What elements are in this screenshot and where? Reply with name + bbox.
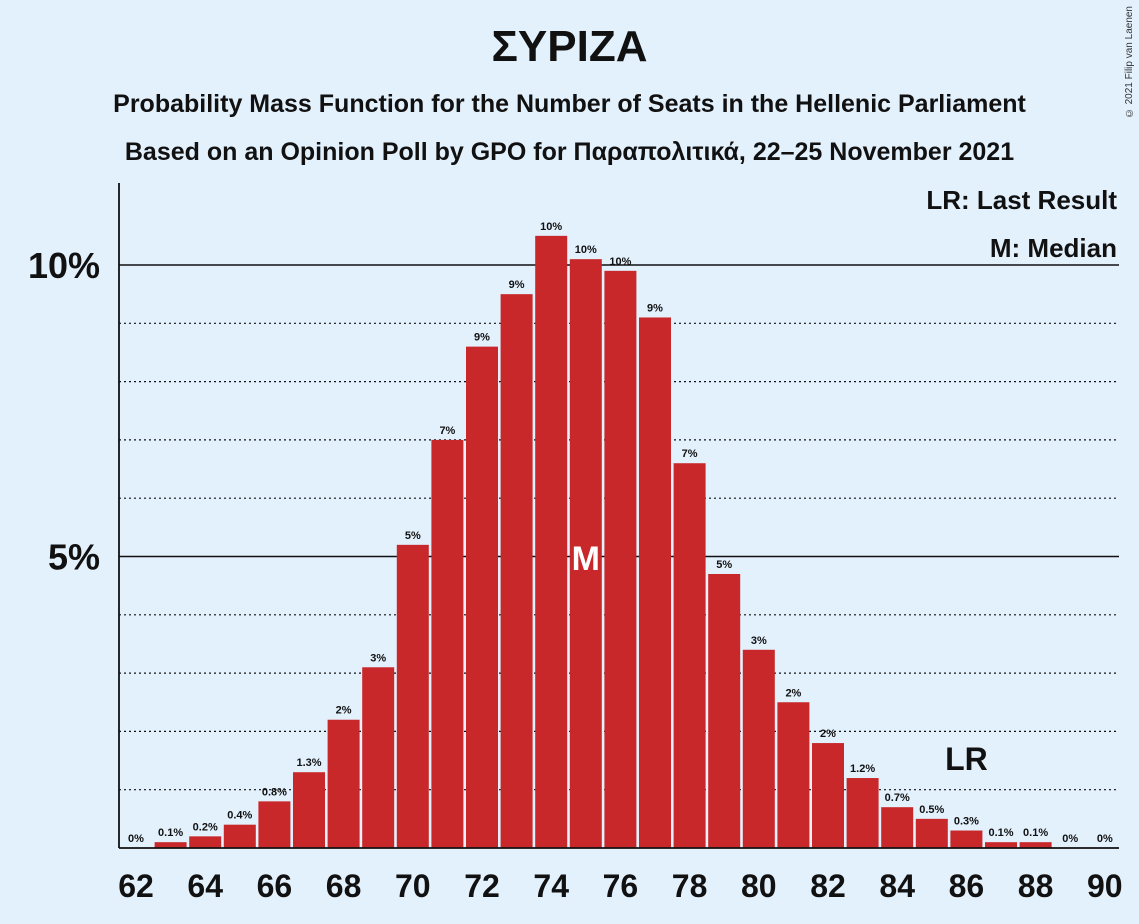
bar-value-label: 2% [336,705,352,717]
bar [950,830,983,848]
y-axis-tick-labels: 5% 10% [28,245,100,578]
bars [154,235,1052,849]
legend: LR: Last Result M: Median [926,185,1117,263]
bar-value-label: 0% [1062,833,1078,845]
bar-value-label: 10% [609,256,631,268]
x-tick-label: 90 [1087,868,1123,904]
bar [812,743,844,848]
x-tick-label: 62 [118,868,154,904]
last-result-marker: LR [945,741,988,777]
bar-value-label: 0.8% [262,786,287,798]
y-tick-label: 5% [48,537,100,578]
x-tick-label: 88 [1018,868,1054,904]
bar [431,439,464,848]
bar-value-label: 0.3% [954,816,979,828]
x-tick-label: 78 [672,868,708,904]
bar-value-label: 3% [370,652,386,664]
x-tick-label: 68 [326,868,362,904]
x-axis-tick-labels: 62 64 66 68 70 72 74 76 78 80 82 84 86 88 90 [118,868,1122,904]
bar-value-label: 3% [751,635,767,647]
axes [118,183,1119,849]
y-tick-label: 10% [28,245,100,286]
bar-value-labels: 0% 0.1% 0.2% 0.4% 0.8% 1.3% 2% 3% 5% 7% 9% 9% 10% 10%… [128,221,1113,845]
x-tick-label: 84 [879,868,915,904]
bar-value-label: 9% [647,302,663,314]
bar-value-label: 0% [128,833,144,845]
bar [673,463,706,848]
bar [293,772,325,848]
x-tick-label: 82 [810,868,846,904]
bar [223,824,256,848]
bar-value-label: 1.3% [296,757,321,769]
bar [985,842,1017,848]
bar-value-label: 0.5% [919,804,944,816]
bar [604,270,637,849]
bar-value-label: 0.1% [1023,827,1048,839]
bar-value-label: 7% [682,448,698,460]
bar [327,719,360,848]
bar-value-label: 5% [405,530,421,542]
bar-value-label: 0.4% [227,810,252,822]
bar [500,294,533,848]
x-tick-label: 86 [949,868,985,904]
bar-value-label: 0.1% [988,827,1013,839]
bar-value-label: 0% [1097,833,1113,845]
bar-value-label: 0.1% [158,827,183,839]
median-marker: M [572,540,600,578]
bar-value-label: 0.2% [193,821,218,833]
bar-value-label: 2% [785,687,801,699]
bar-value-label: 10% [575,244,597,256]
bar [154,842,187,848]
bar [466,346,498,848]
chart-subtitle-source: Based on an Opinion Poll by GPO for Παρα… [124,138,1015,166]
bar [362,667,395,848]
markers: M LR [572,540,988,777]
x-tick-label: 70 [395,868,431,904]
bar-value-label: 9% [509,279,525,291]
x-tick-label: 80 [741,868,777,904]
bar-value-label: 5% [716,559,732,571]
bar [258,801,291,848]
bar-value-label: 2% [820,728,836,740]
legend-median: M: Median [990,233,1117,263]
bar [915,818,948,848]
legend-last-result: LR: Last Result [926,185,1117,215]
bar-value-label: 7% [439,425,455,437]
bar-value-label: 9% [474,332,490,344]
bar [189,836,222,848]
x-tick-label: 66 [257,868,293,904]
bar [777,702,810,848]
x-tick-label: 74 [533,868,569,904]
bar-value-label: 1.2% [850,763,875,775]
bar [846,778,879,848]
bar-value-label: 10% [540,221,562,233]
chart-title: ΣΥΡΙΖΑ [491,22,648,71]
bar [639,317,671,849]
bar [535,235,568,849]
x-tick-label: 72 [464,868,500,904]
chart-subtitle: Probability Mass Function for the Number… [113,90,1026,118]
bar [1019,842,1052,848]
bar-value-label: 0.7% [885,792,910,804]
bar [742,649,775,848]
bar [881,807,914,848]
x-tick-label: 76 [603,868,639,904]
x-tick-label: 64 [187,868,223,904]
bar [708,573,741,848]
bar [569,259,602,848]
bar [396,544,429,848]
